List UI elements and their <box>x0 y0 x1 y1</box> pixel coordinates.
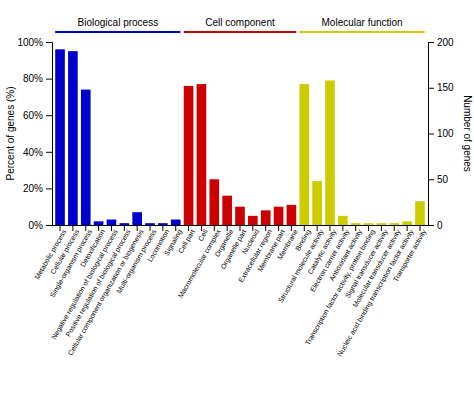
x-tick-label: Transporter activity <box>392 228 429 284</box>
y-tick-label: 80% <box>23 73 43 84</box>
y2-tick-mark <box>428 134 434 135</box>
group-line <box>184 31 296 33</box>
bar <box>248 216 258 225</box>
y-tick: 20% <box>23 183 52 194</box>
y2-tick-mark <box>428 42 434 43</box>
bar <box>107 220 117 225</box>
bar <box>222 196 232 225</box>
bar <box>235 207 245 225</box>
bar <box>377 223 387 225</box>
y2-tick-mark <box>428 88 434 89</box>
y2-tick: 100 <box>428 128 454 139</box>
y-tick-label: 40% <box>23 147 43 158</box>
y2-tick-label: 50 <box>437 174 449 185</box>
x-tick-label: Cellular component organization or bioge… <box>67 228 146 357</box>
bar <box>364 223 374 225</box>
bar <box>325 80 335 225</box>
y-tick: 60% <box>23 110 52 121</box>
x-tick: Cellular component organization or bioge… <box>67 225 146 357</box>
bar <box>81 90 91 225</box>
bar <box>351 223 361 225</box>
x-axis: Metabolic processCellular processSingle-… <box>33 225 428 358</box>
y2-tick: 150 <box>428 82 454 93</box>
bar <box>68 51 78 225</box>
bar <box>55 49 65 225</box>
group-label: Biological process <box>78 17 159 28</box>
y-axis-line <box>46 43 53 226</box>
x-tick: Transporter activity <box>392 225 429 284</box>
bars <box>55 49 425 225</box>
y-tick: 0% <box>29 220 52 231</box>
bar <box>145 223 155 225</box>
y-tick-mark <box>46 225 52 226</box>
x-tick-label: Molecular transducer activity <box>351 228 403 309</box>
x-tick: Cell part <box>177 225 197 255</box>
y-tick-mark <box>46 79 52 80</box>
x-tick: Locomotion <box>146 225 170 263</box>
y-tick-mark <box>46 188 52 189</box>
group-label: Molecular function <box>322 17 403 28</box>
x-tick-label: Nucleic acid binding transcription facto… <box>336 228 416 358</box>
bar <box>261 210 271 225</box>
bar <box>119 223 129 225</box>
bar <box>158 223 168 225</box>
bar <box>402 221 412 225</box>
plot: Metabolic processCellular processSingle-… <box>5 17 473 358</box>
x-tick-label: Macromolecular complex <box>177 228 223 300</box>
bar <box>197 84 207 225</box>
chart-container: Metabolic processCellular processSingle-… <box>0 0 474 393</box>
x-tick-label: Cell <box>197 228 209 242</box>
y2-tick-mark <box>428 225 434 226</box>
y-tick-mark <box>46 115 52 116</box>
x-tick: Membrane <box>276 225 299 261</box>
y2-tick-label: 150 <box>437 82 454 93</box>
bar <box>132 212 142 225</box>
y-tick-mark <box>46 152 52 153</box>
x-tick-label: Structural molecule activity <box>277 228 326 305</box>
y2-axis: 0 50 100 150 200 <box>428 37 454 231</box>
group-label: Cell component <box>205 17 275 28</box>
bar <box>209 179 219 225</box>
bar <box>287 205 297 225</box>
y-tick-label: 60% <box>23 110 43 121</box>
y2-tick-mark <box>428 179 434 180</box>
x-tick-label: Cell part <box>177 228 197 255</box>
y-tick-label: 20% <box>23 183 43 194</box>
bar <box>184 86 194 225</box>
bar <box>338 216 348 225</box>
bar <box>415 201 425 225</box>
bar <box>312 181 322 225</box>
y-tick-mark <box>46 42 52 43</box>
y2-axis-title: Number of genes <box>462 95 473 172</box>
group-line <box>299 31 424 33</box>
y2-tick: 0 <box>428 220 443 231</box>
bar <box>299 84 309 225</box>
y-tick: 40% <box>23 147 52 158</box>
y-axis: 0% 20% 40% 60% 80% 100% <box>17 37 52 231</box>
group-line <box>55 31 180 33</box>
y2-axis-line <box>429 43 435 226</box>
bar <box>274 207 284 225</box>
y2-tick-label: 200 <box>437 37 454 48</box>
y2-tick-label: 100 <box>437 128 454 139</box>
y-tick: 80% <box>23 73 52 84</box>
y2-tick: 200 <box>428 37 454 48</box>
groups: Biological process Cell component Molecula… <box>55 17 425 32</box>
bar <box>171 220 181 225</box>
y-tick: 100% <box>17 37 52 48</box>
x-tick: Macromolecular complex <box>177 225 223 300</box>
y2-tick-label: 0 <box>437 220 443 231</box>
y2-tick: 50 <box>428 174 449 185</box>
y-tick-label: 100% <box>17 37 43 48</box>
y-axis-title: Percent of genes (%) <box>5 87 16 181</box>
bar <box>94 221 104 225</box>
x-tick: Cell <box>197 225 209 242</box>
x-tick: Nucleic acid binding transcription facto… <box>336 225 416 358</box>
y-tick-label: 0% <box>29 220 44 231</box>
bar <box>389 223 399 225</box>
chart-svg: Metabolic processCellular processSingle-… <box>0 0 474 393</box>
